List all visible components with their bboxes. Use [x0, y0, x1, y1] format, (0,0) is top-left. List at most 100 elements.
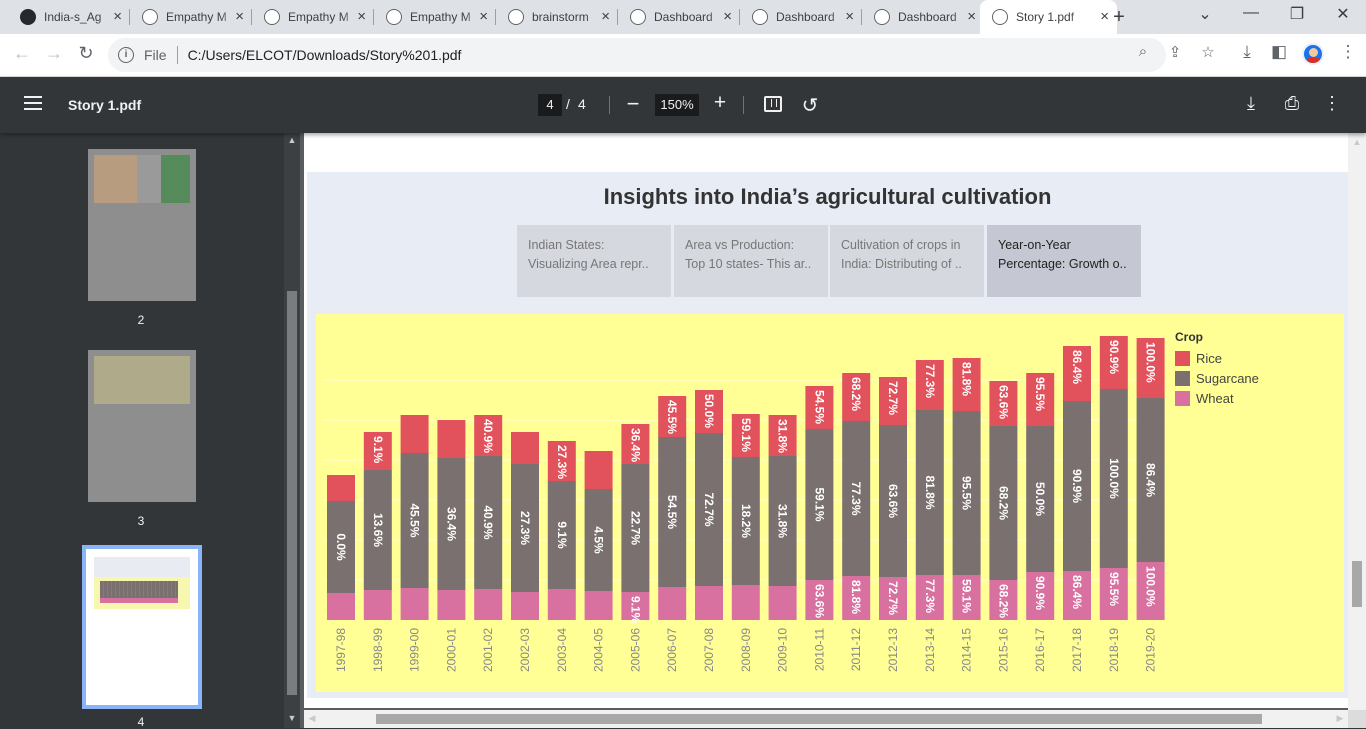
browser-tab[interactable]: Dashboard ×: [618, 0, 740, 34]
bar-segment-rice[interactable]: [658, 396, 687, 437]
bar-segment-wheat[interactable]: [879, 577, 907, 620]
story-point-2[interactable]: Area vs Production: Top 10 states- This …: [674, 225, 828, 297]
forward-icon[interactable]: →: [45, 43, 63, 63]
bar-segment-sugarcane[interactable]: [327, 501, 355, 593]
bar-segment-sugarcane[interactable]: [621, 464, 650, 592]
browser-tab[interactable]: Dashboard ×: [862, 0, 984, 34]
zoom-input[interactable]: 150%: [655, 94, 699, 116]
print-icon[interactable]: ⎙: [1284, 93, 1300, 113]
bar-segment-sugarcane[interactable]: [768, 456, 797, 586]
bar-segment-sugarcane[interactable]: [584, 489, 613, 591]
bar-segment-rice[interactable]: [400, 415, 429, 453]
bar-segment-rice[interactable]: [327, 475, 355, 501]
bar-segment-wheat[interactable]: [695, 586, 723, 620]
bar-segment-wheat[interactable]: [511, 592, 539, 620]
share-icon[interactable]: ⇪: [1168, 44, 1182, 61]
bar-segment-wheat[interactable]: [363, 590, 392, 620]
bar-segment-sugarcane[interactable]: [1099, 389, 1128, 568]
bar-segment-wheat[interactable]: [842, 576, 871, 620]
close-tab-icon[interactable]: ×: [235, 8, 244, 25]
info-icon[interactable]: i: [118, 47, 134, 63]
bar-segment-sugarcane[interactable]: [363, 470, 392, 590]
zoom-out-icon[interactable]: −: [626, 91, 640, 116]
bar-segment-wheat[interactable]: [437, 590, 466, 620]
browser-tab[interactable]: Empathy M ×: [130, 0, 252, 34]
bar-segment-sugarcane[interactable]: [989, 426, 1018, 580]
bar-segment-rice[interactable]: [437, 420, 466, 458]
close-tab-icon[interactable]: ×: [479, 8, 488, 25]
browser-tab[interactable]: Empathy M ×: [374, 0, 496, 34]
bar-segment-wheat[interactable]: [1136, 562, 1165, 620]
zoom-icon[interactable]: ⌕: [1138, 43, 1148, 60]
bar-segment-rice[interactable]: [1026, 373, 1055, 426]
profile-avatar[interactable]: [1302, 43, 1324, 65]
page-number-input[interactable]: 4: [538, 94, 562, 116]
browser-menu-icon[interactable]: ⋮: [1339, 42, 1357, 61]
bar-segment-sugarcane[interactable]: [547, 481, 576, 589]
bar-segment-sugarcane[interactable]: [658, 437, 687, 587]
close-tab-icon[interactable]: ×: [1100, 8, 1109, 25]
bar-segment-sugarcane[interactable]: [915, 410, 944, 575]
side-panel-icon[interactable]: ◧: [1270, 42, 1288, 61]
bar-segment-rice[interactable]: [842, 373, 871, 421]
bar-segment-sugarcane[interactable]: [474, 456, 503, 589]
story-point-1[interactable]: Indian States: Visualizing Area repr..: [517, 225, 671, 297]
bar-segment-rice[interactable]: [989, 381, 1018, 426]
bar-segment-sugarcane[interactable]: [879, 425, 907, 577]
bar-segment-wheat[interactable]: [584, 591, 613, 620]
bar-segment-rice[interactable]: [511, 432, 539, 464]
sidebar-scrollbar[interactable]: ▲ ▼: [284, 133, 300, 728]
bar-segment-sugarcane[interactable]: [1026, 426, 1055, 572]
minimize-icon[interactable]: —: [1243, 4, 1259, 21]
bar-segment-rice[interactable]: [879, 377, 907, 425]
bar-segment-wheat[interactable]: [1063, 571, 1091, 620]
bar-segment-wheat[interactable]: [400, 588, 429, 620]
bar-segment-rice[interactable]: [731, 414, 760, 457]
bar-segment-wheat[interactable]: [768, 586, 797, 620]
bar-segment-wheat[interactable]: [621, 592, 650, 620]
vertical-scrollbar[interactable]: ▲: [1348, 133, 1366, 710]
bookmark-star-icon[interactable]: ☆: [1201, 44, 1215, 61]
bar-segment-wheat[interactable]: [327, 593, 355, 620]
bar-segment-wheat[interactable]: [805, 580, 834, 620]
bar-segment-wheat[interactable]: [989, 580, 1018, 620]
close-tab-icon[interactable]: ×: [357, 8, 366, 25]
bar-segment-sugarcane[interactable]: [437, 458, 466, 590]
browser-tab[interactable]: brainstorm ×: [496, 0, 618, 34]
bar-segment-sugarcane[interactable]: [1063, 401, 1091, 571]
bar-segment-rice[interactable]: [805, 386, 834, 429]
bar-segment-rice[interactable]: [768, 415, 797, 456]
zoom-in-icon[interactable]: +: [713, 91, 727, 114]
close-tab-icon[interactable]: ×: [967, 8, 976, 25]
thumbnail-page-3[interactable]: [88, 350, 196, 502]
bar-segment-rice[interactable]: [915, 360, 944, 410]
browser-tab[interactable]: Dashboard ×: [740, 0, 862, 34]
story-point-4-selected[interactable]: Year-on-Year Percentage: Growth o..: [987, 225, 1141, 297]
bar-segment-wheat[interactable]: [474, 589, 503, 620]
menu-icon[interactable]: [24, 96, 42, 110]
more-actions-icon[interactable]: ⋮: [1323, 93, 1341, 113]
bar-segment-rice[interactable]: [952, 358, 981, 411]
close-tab-icon[interactable]: ×: [601, 8, 610, 25]
tab-search-icon[interactable]: ⌄: [1198, 6, 1212, 23]
browser-tab[interactable]: India-s_Ag ×: [8, 0, 130, 34]
bar-segment-sugarcane[interactable]: [805, 429, 834, 580]
bar-segment-sugarcane[interactable]: [695, 433, 723, 586]
bar-segment-wheat[interactable]: [658, 587, 687, 620]
back-icon[interactable]: ←: [13, 43, 31, 63]
rotate-icon[interactable]: ↺: [801, 95, 819, 117]
browser-tab[interactable]: Story 1.pdf ×: [980, 0, 1117, 34]
bar-segment-rice[interactable]: [547, 441, 576, 481]
downloads-icon[interactable]: ⤓: [1243, 42, 1251, 61]
bar-segment-wheat[interactable]: [952, 575, 981, 620]
bar-segment-sugarcane[interactable]: [842, 421, 871, 576]
close-window-icon[interactable]: ✕: [1336, 6, 1350, 23]
bar-segment-rice[interactable]: [621, 424, 650, 464]
horizontal-scrollbar[interactable]: ◀ ▶: [304, 710, 1348, 728]
close-tab-icon[interactable]: ×: [113, 8, 122, 25]
bar-segment-wheat[interactable]: [731, 585, 760, 620]
bar-segment-wheat[interactable]: [1026, 572, 1055, 620]
download-icon[interactable]: ⤓: [1247, 93, 1255, 113]
bar-segment-rice[interactable]: [1099, 336, 1128, 389]
bar-segment-rice[interactable]: [1136, 338, 1165, 398]
